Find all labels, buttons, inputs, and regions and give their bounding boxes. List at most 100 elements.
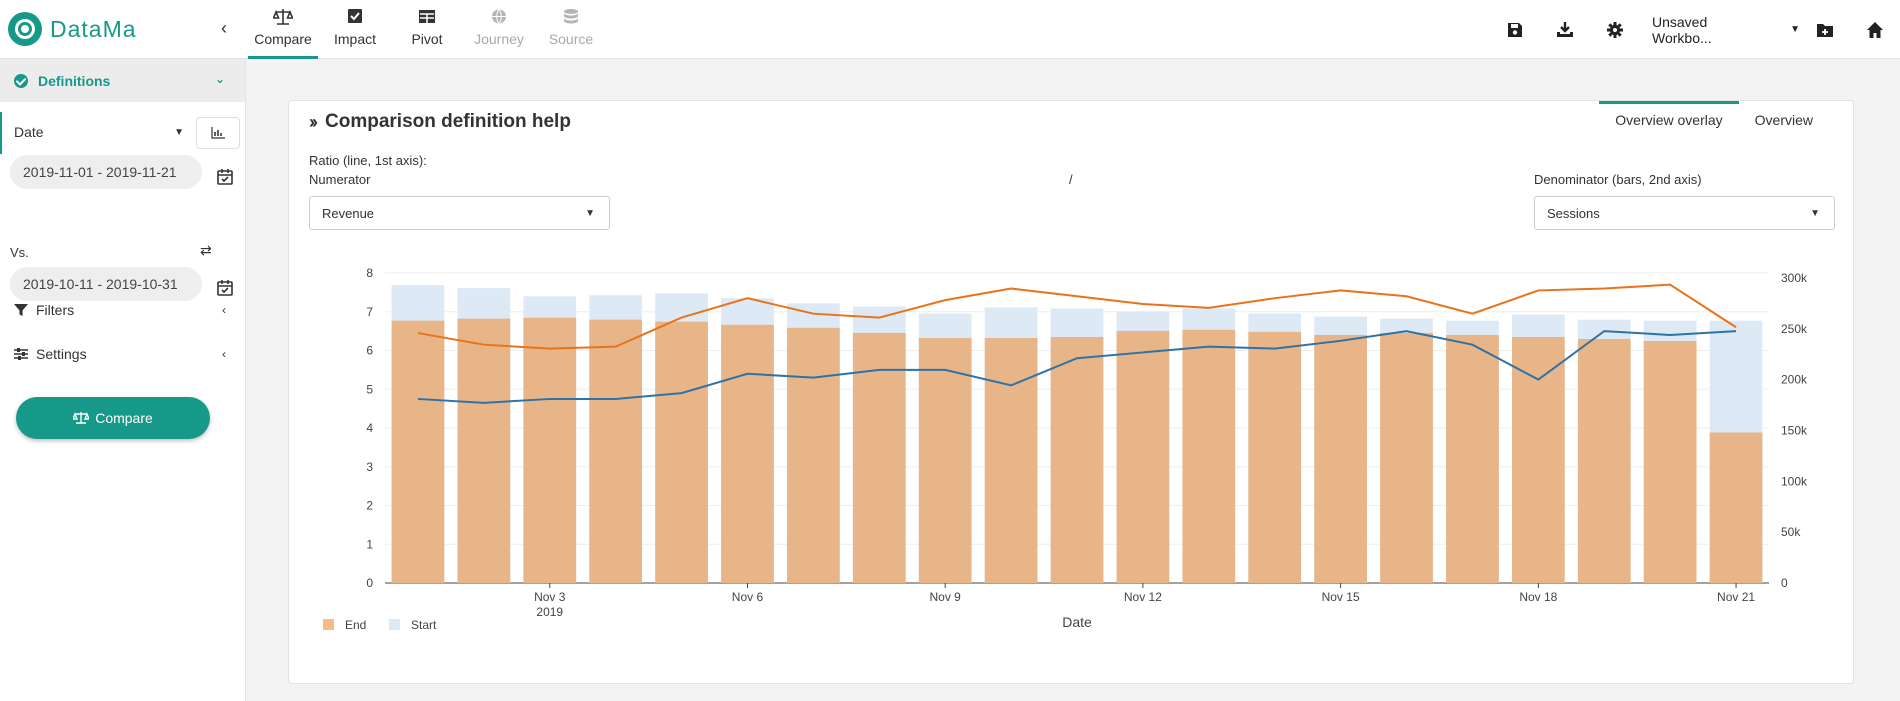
x-tick-sublabel: 2019 <box>536 605 563 619</box>
chevron-left-icon: ‹ <box>222 347 226 361</box>
y-left-tick-label: 2 <box>366 499 373 513</box>
logo-icon <box>8 12 42 46</box>
workbook-name: Unsaved Workbo... <box>1652 13 1712 46</box>
tab-overview-overlay[interactable]: Overview overlay <box>1599 101 1739 135</box>
vs-label: Vs. <box>10 245 29 260</box>
y-right-tick-label: 100k <box>1781 474 1808 488</box>
bar-end <box>391 320 445 583</box>
bar-end <box>1248 331 1302 583</box>
download-icon <box>1557 21 1573 37</box>
calendar-check-icon[interactable] <box>216 279 234 297</box>
chart-toggle-button[interactable] <box>196 117 240 149</box>
bar-end <box>457 318 511 583</box>
bar-end <box>1511 336 1565 583</box>
tab-overview[interactable]: Overview <box>1754 112 1813 128</box>
y-left-tick-label: 6 <box>366 344 373 358</box>
workbook-select[interactable]: Unsaved Workbo... ▼ <box>1640 14 1800 46</box>
y-right-tick-label: 250k <box>1781 322 1808 336</box>
denominator-value: Sessions <box>1547 205 1600 221</box>
tab-compare[interactable]: Compare <box>248 0 318 59</box>
y-right-tick-label: 300k <box>1781 271 1808 285</box>
filters-label: Filters <box>36 302 75 318</box>
scale-icon <box>273 9 293 25</box>
y-right-tick-label: 50k <box>1781 525 1801 539</box>
x-tick-label: Nov 6 <box>732 590 764 604</box>
bar-end <box>589 319 643 583</box>
x-tick-label: Nov 12 <box>1124 590 1162 604</box>
y-right-tick-label: 200k <box>1781 373 1808 387</box>
settings-label: Settings <box>36 346 87 362</box>
logo[interactable]: DataMa <box>8 12 137 46</box>
home-button[interactable] <box>1850 0 1900 59</box>
bar-end <box>1446 334 1499 583</box>
comparison-chart: 0 1 2 3 4 5 6 7 8 0 50k 100k 150k 200k 250k 300k Nov 320… <box>323 266 1808 632</box>
date-dimension-select[interactable]: Date ▼ <box>14 124 184 140</box>
tab-journey[interactable]: Journey <box>464 0 534 59</box>
globe-icon <box>492 9 506 24</box>
database-icon <box>564 9 578 24</box>
x-tick-label: Nov 21 <box>1717 590 1755 604</box>
y-right-tick-label: 0 <box>1781 576 1788 590</box>
date-range-value: 2019-11-01 - 2019-11-21 <box>23 164 177 180</box>
bar-end <box>787 327 840 583</box>
new-folder-button[interactable] <box>1800 0 1850 59</box>
bar-chart-icon <box>211 127 225 139</box>
numerator-value: Revenue <box>322 205 375 221</box>
bar-end <box>721 324 774 583</box>
bar-end <box>1709 432 1763 583</box>
shuffle-icon[interactable]: ⇄ <box>200 242 212 258</box>
bar-end <box>1643 341 1697 583</box>
x-tick-label: Nov 9 <box>930 590 962 604</box>
date-label: Date <box>14 124 44 140</box>
y-left-tick-label: 7 <box>366 305 373 319</box>
x-axis-title: Date <box>1062 614 1092 630</box>
y-left-tick-label: 3 <box>366 460 373 474</box>
sliders-icon <box>14 348 28 360</box>
x-tick-label: Nov 15 <box>1322 590 1360 604</box>
legend-swatch <box>323 619 334 630</box>
chevron-down-icon: ▼ <box>1790 24 1800 35</box>
tab-pivot[interactable]: Pivot <box>392 0 462 59</box>
settings-button[interactable] <box>1590 0 1640 59</box>
tab-label: Impact <box>333 31 376 47</box>
chevron-down-icon: ▼ <box>1810 208 1820 219</box>
compare-label: Compare <box>95 410 153 426</box>
app-name: DataMa <box>50 15 137 42</box>
chevron-down-icon: ⌄ <box>214 72 225 86</box>
home-icon <box>1867 21 1883 38</box>
numerator-select[interactable]: Revenue ▼ <box>309 196 610 230</box>
chevron-down-icon: ▼ <box>174 127 184 138</box>
save-button[interactable] <box>1490 0 1540 59</box>
chevron-down-icon: ▼ <box>585 208 595 219</box>
bar-end <box>1577 339 1631 583</box>
tab-label: Journey <box>474 31 524 47</box>
calendar-check-icon[interactable] <box>216 168 234 186</box>
y-left-tick-label: 0 <box>366 576 373 590</box>
table-icon <box>419 10 435 23</box>
tab-impact[interactable]: Impact <box>320 0 390 59</box>
bar-end <box>1380 332 1433 583</box>
sidebar: Definitions ⌄ Date ▼ 2019-11-01 - 2019-1… <box>0 59 246 701</box>
x-tick-label: Nov 3 <box>534 590 566 604</box>
date-range-input[interactable]: 2019-11-01 - 2019-11-21 <box>10 155 202 189</box>
card-title-text: Comparison definition help <box>325 111 571 132</box>
ratio-line-0 <box>417 283 1737 350</box>
compare-button[interactable]: Compare <box>16 397 210 439</box>
double-chevron-right-icon[interactable]: ›› <box>309 111 318 132</box>
y-left-tick-label: 8 <box>366 266 373 280</box>
definitions-label: Definitions <box>38 72 111 89</box>
card-tabs: Overview overlay Overview <box>1599 101 1829 135</box>
download-button[interactable] <box>1540 0 1590 59</box>
tab-source[interactable]: Source <box>536 0 606 59</box>
collapse-sidebar-button[interactable]: ‹ <box>221 18 227 38</box>
denominator-select[interactable]: Sessions ▼ <box>1534 196 1835 230</box>
settings-section[interactable]: Settings ‹ <box>0 339 246 369</box>
vs-date-range-input[interactable]: 2019-10-11 - 2019-10-31 <box>10 267 202 301</box>
filters-section[interactable]: Filters ‹ <box>0 295 246 325</box>
bar-end <box>1050 336 1104 583</box>
definitions-header[interactable]: Definitions ⌄ <box>0 59 245 102</box>
top-bar: DataMa ‹ Compare Impact Pivot Journey So… <box>0 0 1900 59</box>
tab-label: Compare <box>254 31 312 47</box>
bar-end <box>1182 329 1236 583</box>
check-square-icon <box>348 9 362 23</box>
